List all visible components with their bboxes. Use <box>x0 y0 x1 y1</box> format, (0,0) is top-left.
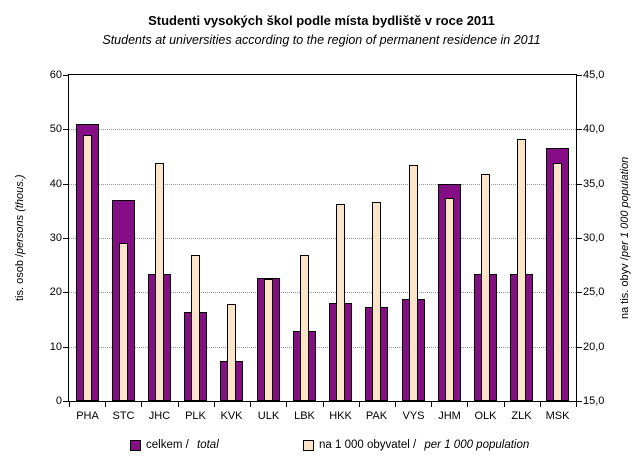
right-axis-tick-label: 30,0 <box>583 232 605 244</box>
left-axis-label-cs: tis. osob / <box>14 254 26 302</box>
bar-per1000-VYS <box>409 165 418 401</box>
x-axis-tick <box>504 401 505 407</box>
x-axis-category-label: HKK <box>329 410 352 422</box>
left-axis-tick-label: 50 <box>49 123 62 136</box>
x-axis-category-label: PAK <box>365 410 388 422</box>
x-axis-category-label: OLK <box>474 410 497 422</box>
x-axis-tick <box>323 401 324 407</box>
left-axis-tick-label: 20 <box>49 286 62 299</box>
x-axis-tick <box>431 401 432 407</box>
x-axis-tick <box>286 401 287 407</box>
x-axis-category-label: STC <box>112 410 135 422</box>
bar-per1000-ZLK <box>517 139 526 401</box>
left-axis-tick-label: 0 <box>55 395 62 407</box>
x-axis-tick <box>359 401 360 407</box>
x-axis-tick <box>395 401 396 407</box>
bar-per1000-JHM <box>445 198 454 401</box>
x-axis-category-label: PLK <box>185 410 206 422</box>
legend-item-total: celkem / total <box>130 439 219 451</box>
right-axis-tick <box>577 292 582 294</box>
bar-per1000-MSK <box>553 163 562 401</box>
bar-per1000-PAK <box>372 202 381 401</box>
gridline <box>69 238 576 239</box>
left-axis-tick <box>63 183 68 185</box>
bar-per1000-HKK <box>336 204 345 401</box>
left-axis-tick-label: 30 <box>49 232 62 244</box>
left-axis-tick <box>63 346 68 348</box>
right-axis-tick <box>577 401 582 402</box>
x-axis-category-label: KVK <box>220 410 243 422</box>
bar-per1000-JHC <box>155 163 164 401</box>
chart-title: Studenti vysokých škol podle místa bydli… <box>148 13 495 28</box>
right-axis-tick <box>577 75 582 76</box>
x-axis-tick <box>250 401 251 407</box>
x-axis-category-label: ULK <box>257 410 280 422</box>
x-axis-tick <box>69 401 70 407</box>
plot-area: 0 10 20 30 40 50 60 15,0 20,0 25,0 30,0 35,0 40,0 45,… <box>50 69 605 422</box>
x-axis-tick <box>178 401 179 407</box>
x-axis-category-label: LBK <box>294 410 315 422</box>
bar-per1000-ULK <box>264 279 273 401</box>
right-axis-tick-label: 45,0 <box>583 69 605 81</box>
x-axis-category-label: JHC <box>148 410 171 422</box>
x-axis-tick <box>141 401 142 407</box>
left-axis-label-en: persons (thous.) <box>14 174 26 255</box>
right-axis-tick-label: 15,0 <box>583 395 605 407</box>
x-axis-category-label: PHA <box>76 410 99 422</box>
bar-per1000-STC <box>119 243 128 401</box>
x-axis-category-label: MSK <box>545 410 570 422</box>
legend-swatch-total-icon <box>130 439 141 451</box>
bar-per1000-OLK <box>481 174 490 401</box>
left-axis-tick <box>63 238 68 239</box>
bar-per1000-PHA <box>83 135 92 401</box>
x-axis-tick <box>105 401 106 407</box>
right-axis-tick-label: 20,0 <box>583 340 605 353</box>
left-axis-tick-label: 60 <box>49 69 62 81</box>
right-axis-tick <box>577 346 582 348</box>
legend-label-per1000-en: per 1 000 population <box>424 439 530 451</box>
legend: celkem / total na 1 000 obyvatel / per 1… <box>0 439 643 455</box>
x-axis-tick <box>214 401 215 407</box>
right-axis-tick <box>577 129 582 131</box>
right-axis-tick-label: 35,0 <box>583 177 605 190</box>
left-axis-tick-label: 10 <box>49 340 62 353</box>
x-axis-tick <box>576 401 577 407</box>
legend-label-total-en: total <box>197 439 219 451</box>
gridline <box>69 183 576 185</box>
legend-label-per1000-cs: na 1 000 obyvatel / <box>319 439 420 451</box>
x-axis-category-label: VYS <box>402 410 425 422</box>
bar-per1000-KVK <box>227 304 236 401</box>
bar-per1000-PLK <box>191 255 200 401</box>
bar-per1000-LBK <box>300 255 309 401</box>
left-axis-tick <box>63 129 68 131</box>
left-axis-tick <box>63 401 68 402</box>
x-axis-tick <box>540 401 541 407</box>
x-axis-category-label: JHM <box>438 410 461 422</box>
gridline <box>69 292 576 294</box>
x-axis-tick <box>467 401 468 407</box>
chart-subtitle: Students at universities according to th… <box>102 33 541 47</box>
left-axis-label: tis. osob / persons (thous.) <box>12 74 28 402</box>
right-axis-tick-label: 25,0 <box>583 286 605 299</box>
right-axis-tick <box>577 238 582 239</box>
legend-item-per1000: na 1 000 obyvatel / per 1 000 population <box>303 439 529 451</box>
left-axis-tick <box>63 292 68 294</box>
right-axis-tick-label: 40,0 <box>583 123 605 136</box>
right-axis-tick <box>577 183 582 185</box>
x-axis-category-label: ZLK <box>511 410 532 422</box>
left-axis-tick <box>63 75 68 76</box>
gridline <box>69 129 576 131</box>
left-axis-tick-label: 40 <box>49 177 62 190</box>
gridline <box>69 346 576 348</box>
legend-label-total-cs: celkem / <box>146 439 193 451</box>
legend-swatch-per1000-icon <box>303 439 314 451</box>
